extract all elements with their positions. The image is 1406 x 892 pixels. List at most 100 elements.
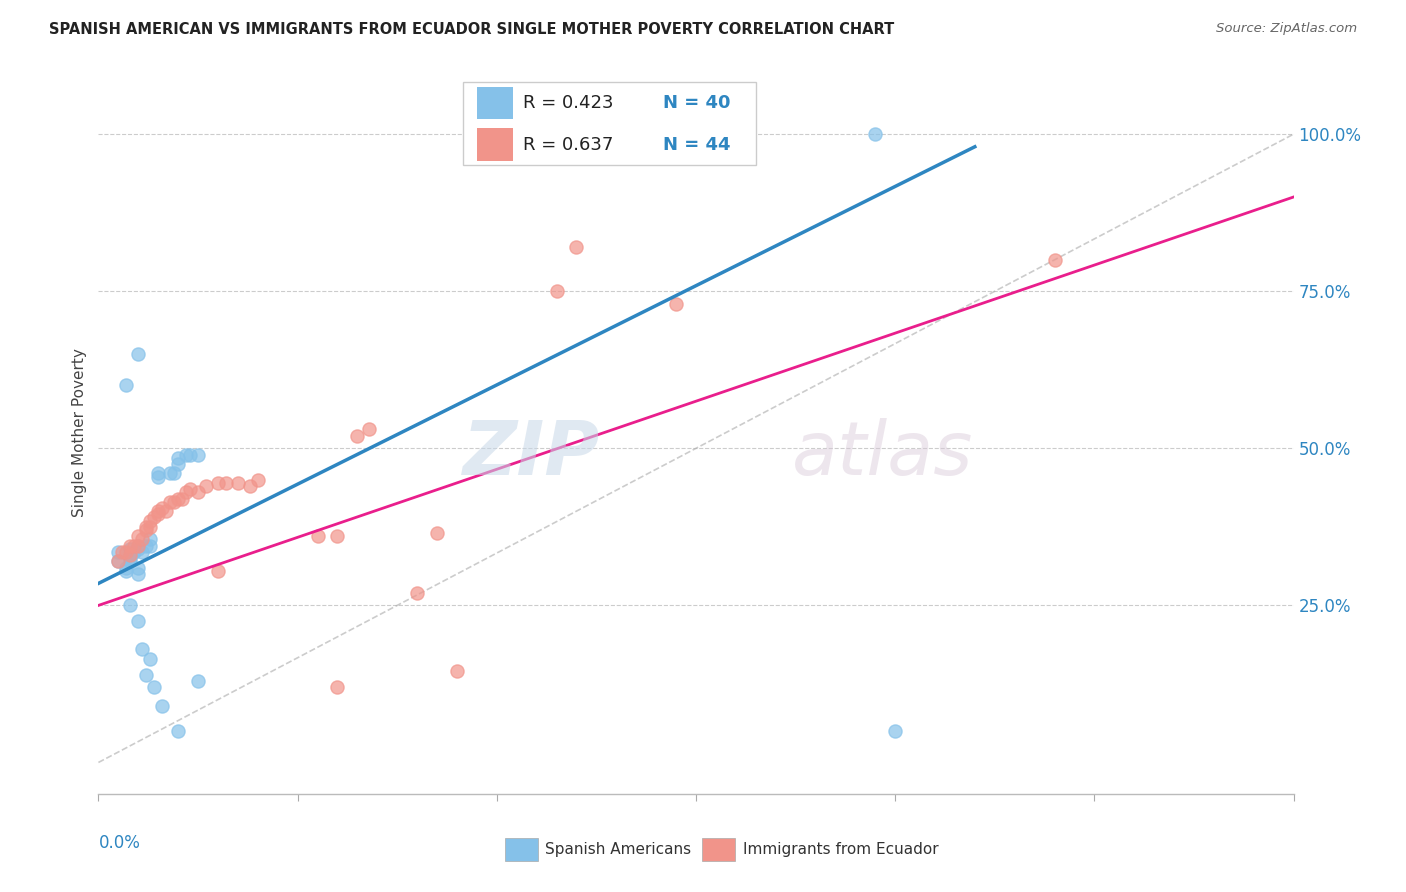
Point [326,529,349,543]
Point [174,485,197,500]
Text: SPANISH AMERICAN VS IMMIGRANTS FROM ECUADOR SINGLE MOTHER POVERTY CORRELATION CH: SPANISH AMERICAN VS IMMIGRANTS FROM ECUA… [49,22,894,37]
Point [107,554,129,568]
Point [139,533,162,547]
Point [884,724,907,739]
Point [127,539,149,553]
Point [120,548,142,562]
Point [307,529,329,543]
Point [120,541,142,556]
Text: R = 0.423: R = 0.423 [523,94,613,112]
Point [131,533,153,547]
Point [127,614,149,628]
Point [406,586,429,600]
Point [143,510,166,524]
Point [120,539,142,553]
FancyBboxPatch shape [463,82,756,165]
Point [187,448,209,462]
Point [226,475,249,490]
Point [120,548,142,562]
Point [150,698,173,713]
Point [115,378,138,392]
Point [179,482,201,496]
Point [346,429,368,443]
Point [426,526,449,541]
Point [207,475,229,490]
Point [120,554,142,568]
Point [127,541,149,556]
Point [120,551,142,566]
Point [135,523,157,537]
Point [665,297,688,311]
Point [139,520,162,534]
Point [148,467,170,481]
Text: N = 40: N = 40 [662,94,730,112]
Text: Source: ZipAtlas.com: Source: ZipAtlas.com [1216,22,1357,36]
Point [111,545,134,559]
Point [124,539,146,553]
Point [135,520,157,534]
FancyBboxPatch shape [505,838,538,861]
Point [155,504,177,518]
Point [326,680,349,694]
Point [163,467,186,481]
Point [127,529,149,543]
Point [239,479,262,493]
Point [179,448,201,462]
Point [148,504,170,518]
Point [485,127,508,141]
FancyBboxPatch shape [702,838,735,861]
Point [127,560,149,574]
Point [115,545,138,559]
Point [115,564,138,578]
Point [546,285,568,299]
Point [207,564,229,578]
Point [124,545,146,559]
Point [159,467,181,481]
Point [135,667,157,681]
Point [167,457,190,471]
Point [187,673,209,688]
Point [148,469,170,483]
Point [131,642,153,657]
Point [724,127,747,141]
Text: R = 0.637: R = 0.637 [523,136,613,153]
Point [135,539,157,553]
Point [107,554,129,568]
FancyBboxPatch shape [477,128,513,161]
Point [139,539,162,553]
Text: Immigrants from Ecuador: Immigrants from Ecuador [742,842,938,857]
Point [187,485,209,500]
Point [174,448,197,462]
Point [865,127,887,141]
Text: Spanish Americans: Spanish Americans [546,842,692,857]
Point [246,473,269,487]
Point [115,560,138,574]
Point [150,501,173,516]
Point [1043,252,1066,267]
Point [127,347,149,361]
Point [359,422,381,436]
Text: atlas: atlas [792,418,973,491]
Text: 0.0%: 0.0% [98,834,141,852]
Point [215,475,238,490]
Point [107,545,129,559]
Point [167,491,190,506]
Point [172,491,194,506]
Point [127,539,149,553]
Text: ZIP: ZIP [463,417,600,491]
Point [127,566,149,581]
Point [159,494,181,508]
Point [120,599,142,613]
Point [139,652,162,666]
Y-axis label: Single Mother Poverty: Single Mother Poverty [72,348,87,517]
Text: N = 44: N = 44 [662,136,730,153]
FancyBboxPatch shape [477,87,513,120]
Point [195,479,218,493]
Point [167,450,190,465]
Point [139,514,162,528]
Point [565,240,588,254]
Point [143,680,166,694]
Point [167,724,190,739]
Point [704,127,727,141]
Point [446,665,468,679]
